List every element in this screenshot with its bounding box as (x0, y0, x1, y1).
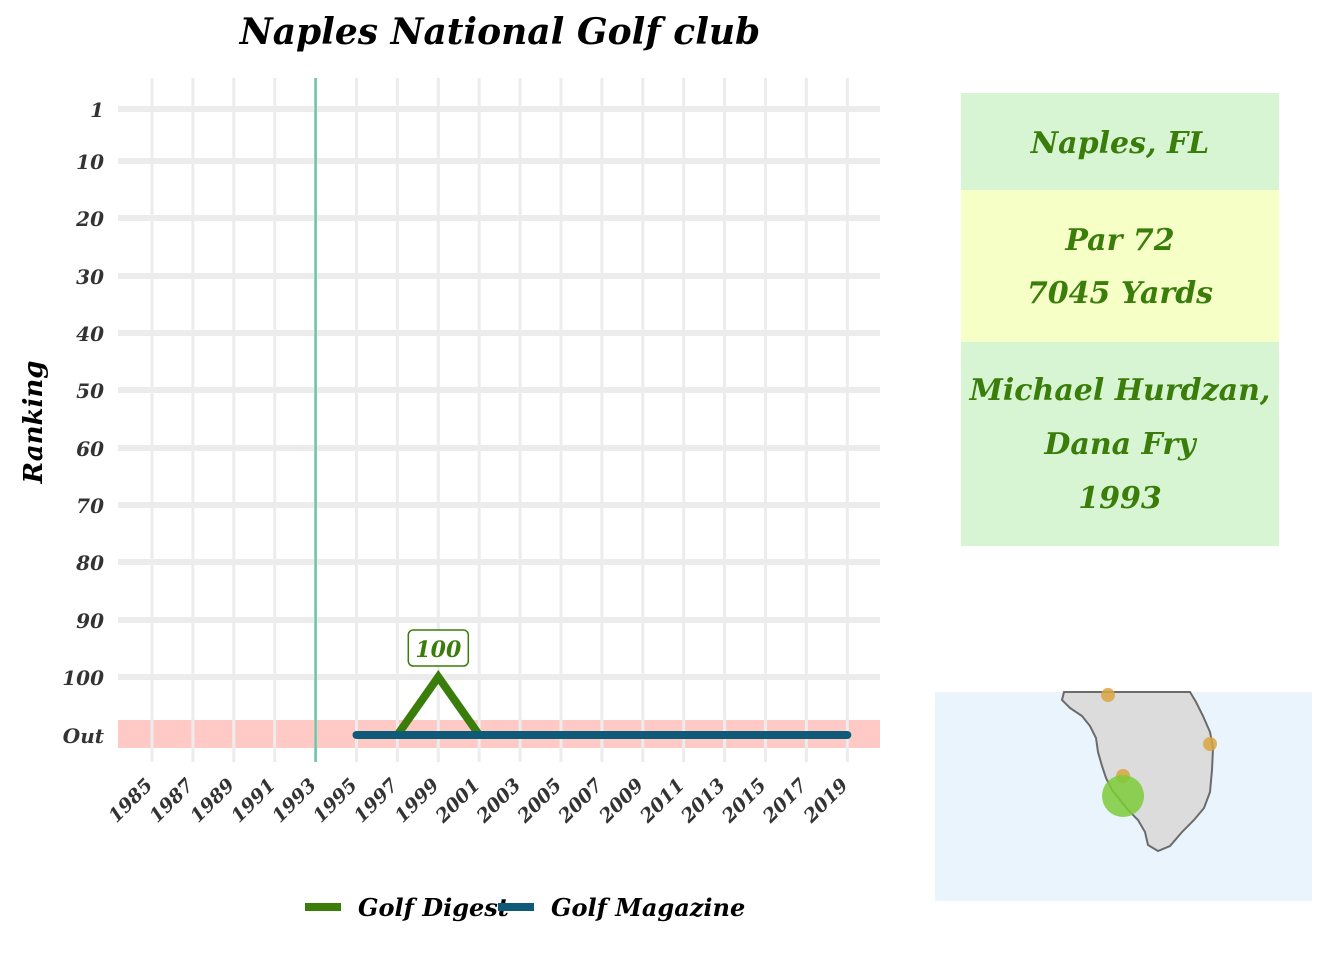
course-location-marker (1102, 775, 1144, 817)
florida-map (935, 688, 1312, 901)
series-line (393, 670, 484, 739)
x-tick-label: 2019 (799, 774, 853, 828)
y-tick-label: 100 (62, 666, 104, 690)
par-text: Par 72 (1064, 223, 1174, 258)
y-tick-label: 10 (76, 150, 104, 174)
architect-line-2: Dana Fry (1043, 427, 1198, 462)
course-box (961, 190, 1279, 342)
y-tick-label: 80 (75, 551, 104, 575)
chart-title: Naples National Golf club (239, 11, 760, 53)
x-tick-labels: 1985198719891991199319951997199920012003… (104, 774, 852, 828)
y-tick-label: 50 (76, 379, 104, 403)
y-tick-label: 20 (75, 207, 104, 231)
y-tick-label: 30 (76, 265, 104, 289)
y-tick-label: 40 (76, 322, 104, 346)
data-label-box (407, 629, 470, 667)
x-tick-label: 2013 (676, 774, 730, 828)
x-tick-label: 1985 (104, 774, 157, 827)
x-tick-label: 1993 (268, 774, 321, 827)
architect-box (961, 342, 1279, 546)
x-tick-label: 2015 (717, 774, 771, 828)
x-tick-label: 1995 (309, 774, 362, 827)
legend-label: Golf Magazine (551, 893, 745, 922)
x-tick-label: 2001 (431, 774, 485, 828)
opened-year-text: 1993 (1078, 481, 1162, 516)
x-tick-label: 2017 (758, 774, 812, 828)
x-tick-label: 1997 (350, 774, 403, 827)
x-tick-label: 2005 (513, 774, 567, 828)
data-label: 100 (415, 637, 462, 663)
legend-label: Golf Digest (358, 893, 509, 922)
x-tick-label: 2007 (554, 774, 608, 828)
vertical-grid (150, 78, 849, 762)
legend: Golf Digest Golf Magazine (305, 893, 745, 922)
x-tick-label: 1999 (391, 774, 444, 827)
other-course-marker (1203, 737, 1217, 751)
x-tick-label: 1987 (145, 774, 198, 827)
y-tick-label: 70 (76, 494, 104, 518)
y-tick-label: 90 (76, 609, 104, 633)
y-tick-label: Out (63, 724, 105, 748)
location-box (961, 93, 1279, 190)
series-lines (352, 670, 852, 739)
data-labels: 100 (407, 629, 470, 667)
y-tick-labels: 1 10 20 30 40 50 60 70 80 90 100 Out (62, 98, 105, 748)
x-tick-label: 1991 (227, 774, 280, 827)
y-axis-label: Ranking (19, 361, 49, 485)
location-text: Naples, FL (1030, 126, 1210, 161)
architect-line-1: Michael Hurdzan, (969, 373, 1271, 408)
horizontal-grid (118, 106, 880, 680)
y-tick-label: 60 (76, 437, 104, 461)
x-tick-label: 2003 (472, 774, 526, 828)
y-tick-label: 1 (90, 98, 104, 122)
info-panel: Naples, FL Par 72 7045 Yards Michael Hur… (961, 93, 1279, 546)
x-tick-label: 2011 (635, 774, 689, 828)
x-tick-label: 1989 (186, 774, 239, 827)
x-tick-label: 2009 (594, 774, 648, 828)
other-course-marker (1101, 688, 1115, 702)
yards-text: 7045 Yards (1027, 276, 1213, 311)
